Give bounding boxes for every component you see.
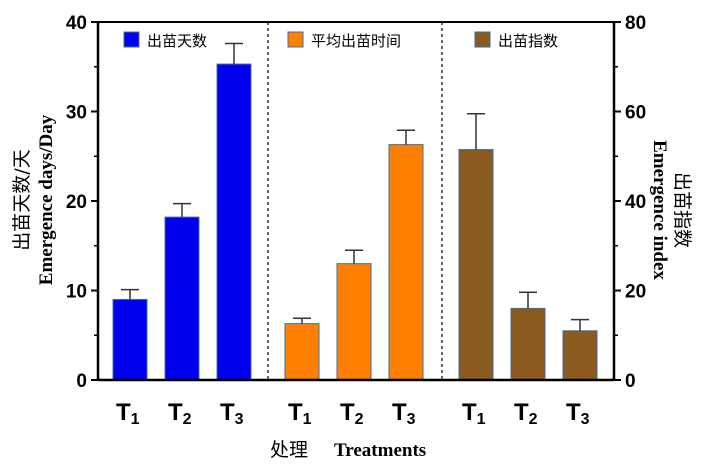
bar-group3-3: [562, 330, 598, 381]
y-right-tick-label-0: 0: [625, 371, 636, 392]
plot-area: [112, 22, 598, 381]
legend-label-3: 出苗指数: [498, 32, 558, 50]
y-left-tick-label-20: 20: [66, 192, 87, 213]
x-axis-title-en: Treatments: [334, 440, 426, 461]
y-right-tick-label-40: 40: [625, 192, 646, 213]
category-label-group2-3: T3: [392, 399, 416, 428]
category-label-group3-1: T1: [462, 399, 486, 428]
y-left-tick-label-0: 0: [76, 371, 87, 392]
bar-group1-2: [164, 216, 200, 381]
y-left-tick-label-30: 30: [66, 103, 87, 124]
y-axis-left-title-en: Emergence days/Day: [36, 114, 57, 285]
y-right-tick-label-20: 20: [625, 282, 646, 303]
legend-swatch-3: [474, 31, 491, 48]
bar-group3-1: [458, 149, 494, 381]
category-label-group2-2: T2: [340, 399, 364, 428]
y-axis-right-title-en: Emergence index: [649, 140, 670, 280]
legend-label-2: 平均出苗时间: [311, 32, 401, 50]
category-label-group3-3: T3: [566, 399, 590, 428]
category-label-group3-2: T2: [514, 399, 538, 428]
legend: 出苗天数 平均出苗时间 出苗指数: [123, 31, 558, 50]
legend-swatch-1: [123, 31, 140, 48]
y-right-tick-label-60: 60: [625, 103, 646, 124]
x-axis-title-cn: 处理: [270, 439, 308, 461]
legend-swatch-2: [287, 31, 304, 48]
y-axis-right-title-cn: 出苗指数: [671, 172, 693, 248]
category-label-group2-1: T1: [288, 399, 312, 428]
bar-group1-3: [216, 63, 252, 381]
category-label-group1-2: T2: [168, 399, 192, 428]
category-label-group1-3: T3: [220, 399, 244, 428]
y-left-tick-label-10: 10: [66, 282, 87, 303]
y-right-tick-label-80: 80: [625, 13, 646, 34]
y-left-tick-label-40: 40: [66, 13, 87, 34]
y-axis-left-title-cn: 出苗天数/天: [11, 149, 33, 250]
legend-label-1: 出苗天数: [147, 32, 207, 50]
bar-group2-1: [284, 323, 320, 381]
bar-group2-2: [336, 263, 372, 381]
bar-group1-1: [112, 298, 148, 381]
axes: T1 T2 T3 T1 T2 T3 T1 T2 T3 0 10 20 30 40 0 20 40 60 80: [66, 13, 646, 428]
bar-group3-2: [510, 307, 546, 381]
category-label-group1-1: T1: [116, 399, 140, 428]
bar-group2-3: [388, 144, 424, 381]
